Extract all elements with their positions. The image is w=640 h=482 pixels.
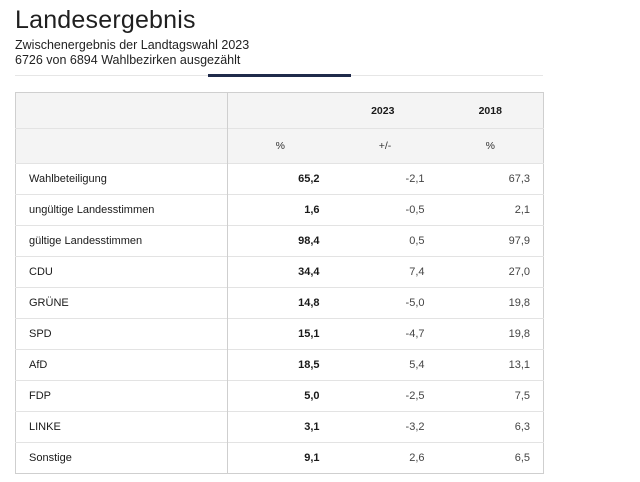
header-year-previous: 2018 (437, 92, 544, 129)
row-previous: 27,0 (437, 256, 544, 288)
table-header: 2023 2018 % +/- % (15, 92, 544, 164)
header-empty-cell (15, 128, 228, 164)
header-unit-percent: % (227, 128, 333, 164)
row-previous: 2,1 (437, 194, 544, 226)
row-percent: 1,6 (227, 194, 333, 226)
header-unit-change: +/- (332, 128, 438, 164)
row-percent: 65,2 (227, 163, 333, 195)
row-label: SPD (15, 318, 228, 350)
row-change: 0,5 (332, 225, 438, 257)
subtitle: Zwischenergebnis der Landtagswahl 2023 6… (15, 38, 249, 68)
header-empty-cell (15, 92, 228, 129)
row-change: 2,6 (332, 442, 438, 474)
row-change: -2,5 (332, 380, 438, 412)
header-unit-percent-previous: % (437, 128, 544, 164)
table-row: GRÜNE 14,8 -5,0 19,8 (15, 287, 544, 319)
table-row: SPD 15,1 -4,7 19,8 (15, 318, 544, 350)
table-row: AfD 18,5 5,4 13,1 (15, 349, 544, 381)
row-percent: 15,1 (227, 318, 333, 350)
row-previous: 19,8 (437, 318, 544, 350)
row-previous: 6,3 (437, 411, 544, 443)
table-row: FDP 5,0 -2,5 7,5 (15, 380, 544, 412)
table-row: ungültige Landesstimmen 1,6 -0,5 2,1 (15, 194, 544, 226)
row-previous: 97,9 (437, 225, 544, 257)
row-label: gültige Landesstimmen (15, 225, 228, 257)
row-previous: 6,5 (437, 442, 544, 474)
row-percent: 34,4 (227, 256, 333, 288)
row-label: ungültige Landesstimmen (15, 194, 228, 226)
row-percent: 14,8 (227, 287, 333, 319)
row-previous: 13,1 (437, 349, 544, 381)
table-row: LINKE 3,1 -3,2 6,3 (15, 411, 544, 443)
subtitle-progress: 6726 von 6894 Wahlbezirken ausgezählt (15, 53, 241, 67)
row-label: AfD (15, 349, 228, 381)
table-row: gültige Landesstimmen 98,4 0,5 97,9 (15, 225, 544, 257)
row-previous: 67,3 (437, 163, 544, 195)
row-change: -3,2 (332, 411, 438, 443)
row-percent: 9,1 (227, 442, 333, 474)
row-label: CDU (15, 256, 228, 288)
row-change: -4,7 (332, 318, 438, 350)
row-percent: 18,5 (227, 349, 333, 381)
header-year-current: 2023 (227, 92, 438, 129)
subtitle-status: Zwischenergebnis der Landtagswahl 2023 (15, 38, 250, 52)
row-label: GRÜNE (15, 287, 228, 319)
row-change: -2,1 (332, 163, 438, 195)
row-label: Sonstige (15, 442, 228, 474)
row-label: FDP (15, 380, 228, 412)
row-percent: 3,1 (227, 411, 333, 443)
row-percent: 5,0 (227, 380, 333, 412)
table-row: Sonstige 9,1 2,6 6,5 (15, 442, 544, 474)
row-previous: 19,8 (437, 287, 544, 319)
active-tab-indicator (208, 74, 351, 77)
row-label: LINKE (15, 411, 228, 443)
table-body: Wahlbeteiligung 65,2 -2,1 67,3 ungültige… (15, 163, 544, 474)
row-percent: 98,4 (227, 225, 333, 257)
row-change: 5,4 (332, 349, 438, 381)
results-table: 2023 2018 % +/- % Wahlbeteiligung 65,2 -… (15, 92, 545, 474)
header-row-units: % +/- % (15, 128, 544, 164)
table-row: CDU 34,4 7,4 27,0 (15, 256, 544, 288)
table-row: Wahlbeteiligung 65,2 -2,1 67,3 (15, 163, 544, 195)
row-label: Wahlbeteiligung (15, 163, 228, 195)
header-row-years: 2023 2018 (15, 92, 544, 129)
page-title: Landesergebnis (15, 6, 196, 34)
row-change: 7,4 (332, 256, 438, 288)
row-change: -5,0 (332, 287, 438, 319)
row-change: -0,5 (332, 194, 438, 226)
row-previous: 7,5 (437, 380, 544, 412)
